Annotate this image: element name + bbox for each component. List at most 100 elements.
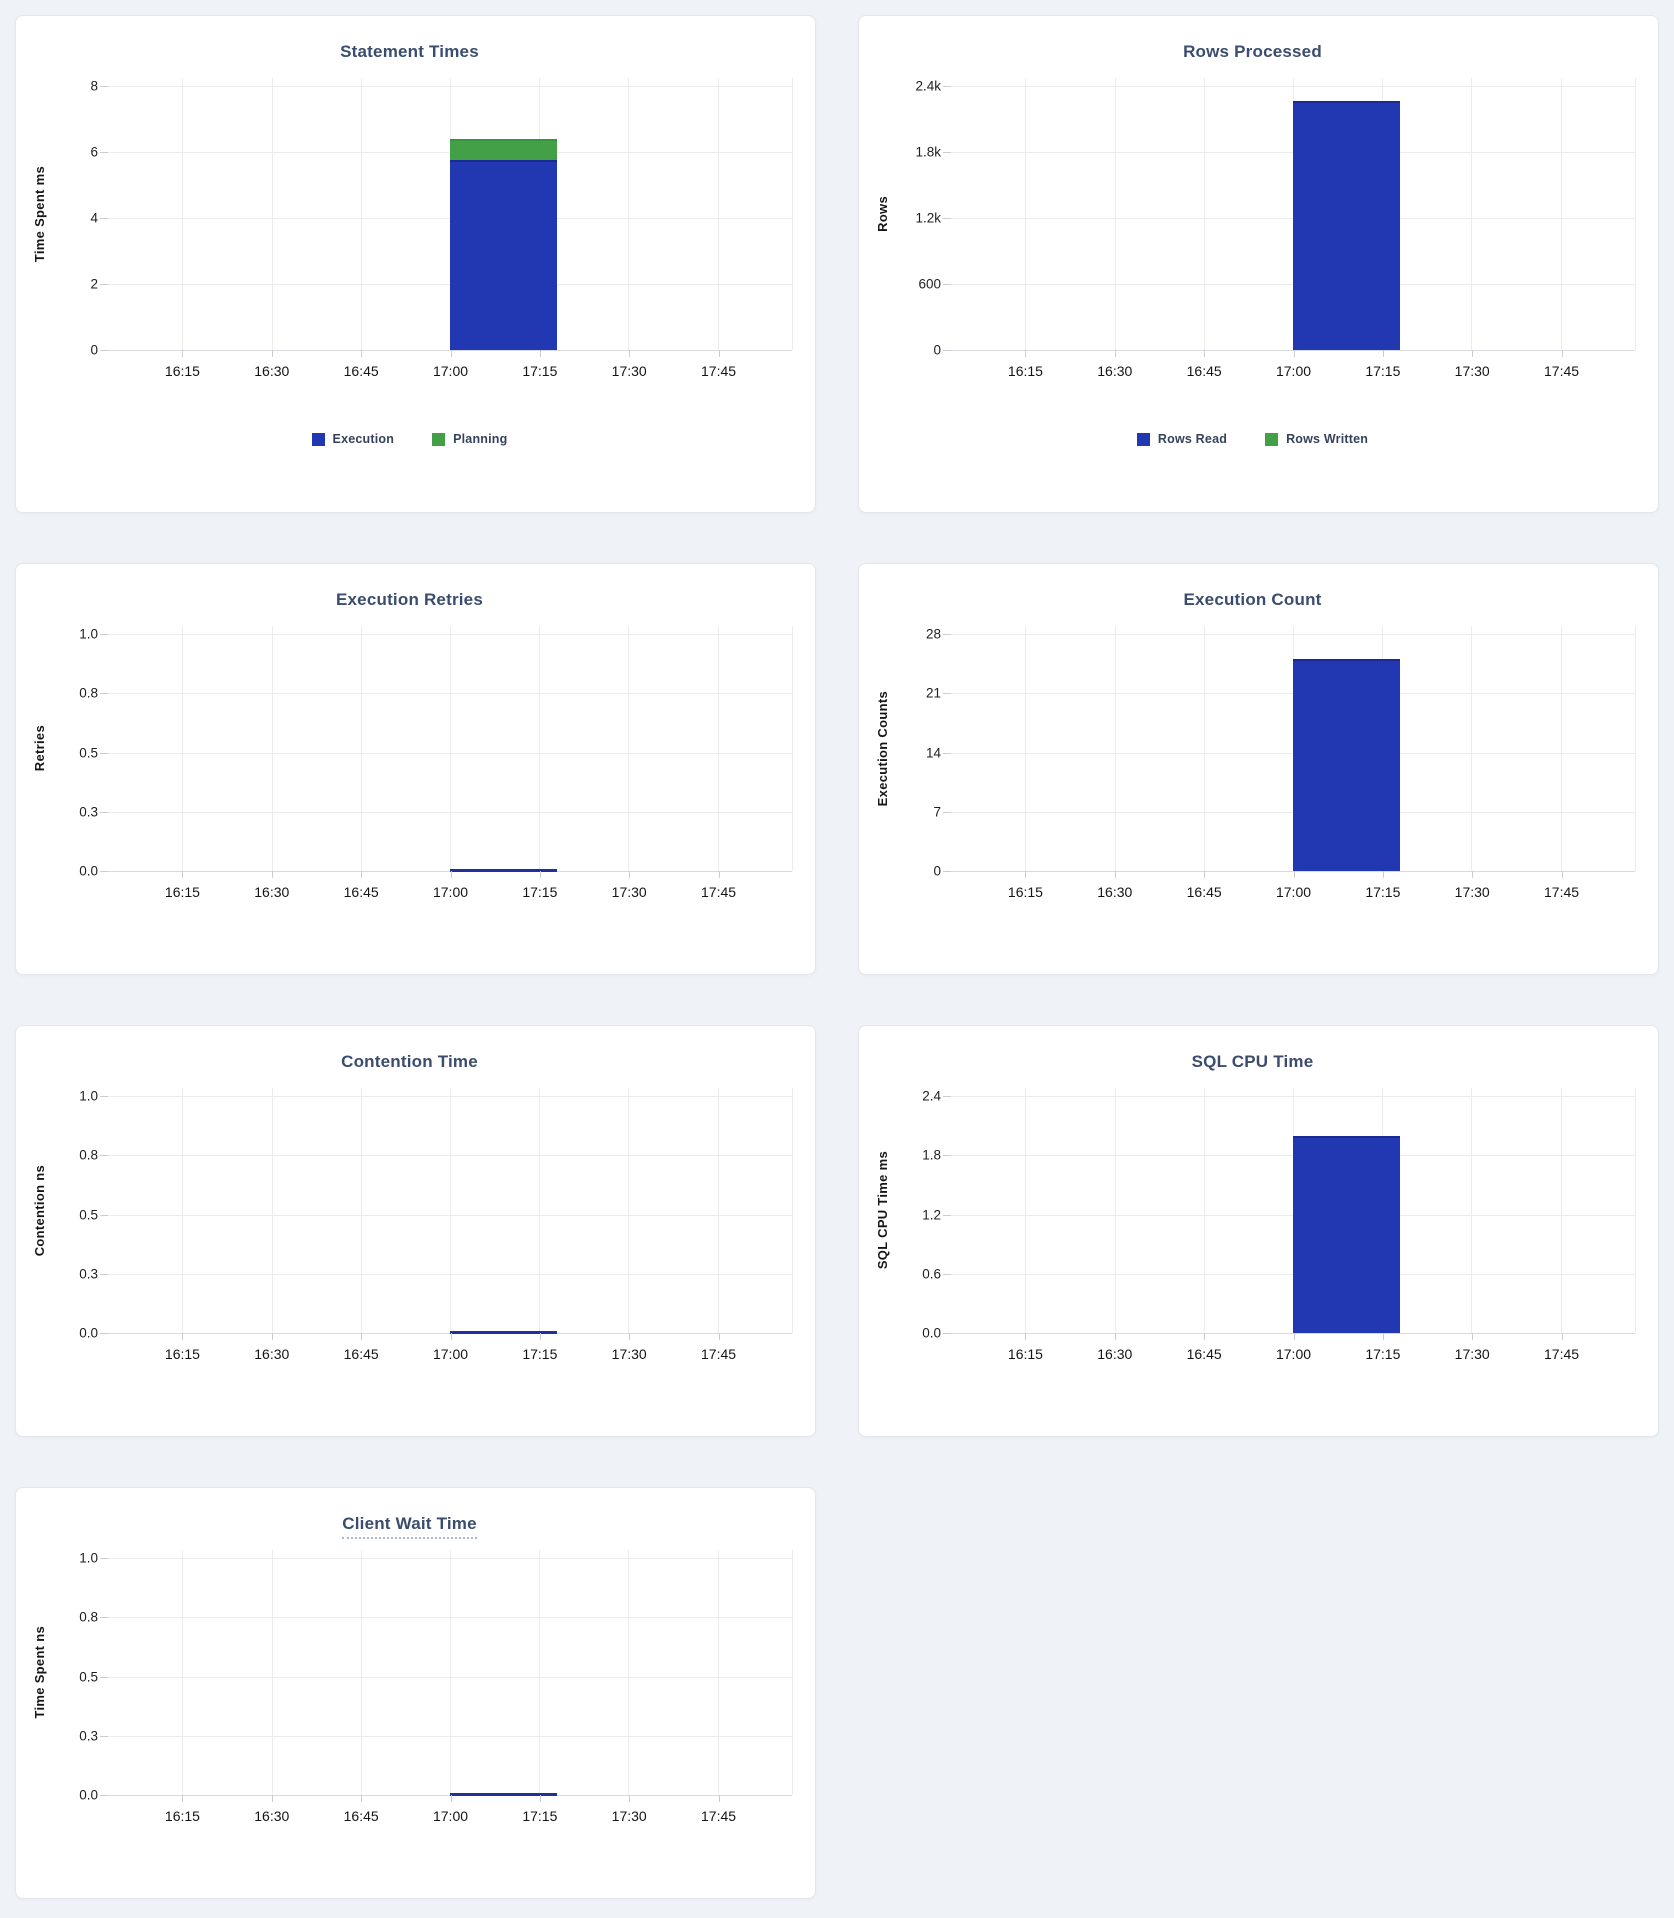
bar-segment-execution[interactable] <box>450 160 558 350</box>
legend-swatch-icon <box>1265 432 1279 446</box>
plot-wrap: 16:15 16:30 16:45 17:00 17:15 17:30 17:45 <box>100 1088 793 1375</box>
plot-area[interactable] <box>100 626 793 872</box>
chart-title-row: Contention Time <box>26 1052 793 1072</box>
y-tick-mark <box>100 1096 108 1097</box>
x-tick-mark <box>450 1333 452 1340</box>
x-tick-mark <box>1025 1333 1027 1340</box>
chart-body: Rows 2.4k 1.8k 1.2k 600 0 16:15 16:30 16:45 17:00… <box>869 78 1636 392</box>
legend-label: Rows Written <box>1286 432 1369 446</box>
x-tick-label: 17:15 <box>522 884 558 900</box>
legend-label: Rows Read <box>1157 432 1228 446</box>
x-tick-mark <box>1204 350 1206 357</box>
x-tick-label: 16:45 <box>1186 884 1222 900</box>
x-tick-mark <box>1382 871 1384 878</box>
plot-area[interactable] <box>100 1088 793 1334</box>
plot-area[interactable] <box>943 78 1636 351</box>
x-tick-mark <box>629 1333 631 1340</box>
y-axis-label-box: Time Spent ns <box>26 1550 52 1795</box>
y-axis-label-box: Rows <box>869 78 895 350</box>
y-tick-mark <box>100 350 108 351</box>
chart-title[interactable]: Client Wait Time <box>342 1514 477 1539</box>
bar-segment-rows-read[interactable] <box>1293 101 1401 350</box>
plot-wrap: 16:15 16:30 16:45 17:00 17:15 17:30 17:45 <box>100 78 793 392</box>
y-tick-label: 0.0 <box>79 1325 98 1341</box>
y-tick-label: 0 <box>90 342 98 358</box>
v-gridline <box>360 1088 362 1333</box>
x-tick-mark <box>361 350 363 357</box>
y-axis-ticks: 2.4 1.8 1.2 0.6 0.0 <box>895 1088 951 1341</box>
y-tick-mark <box>100 284 108 285</box>
x-tick-label: 16:30 <box>1097 1346 1133 1362</box>
x-tick-label: 16:30 <box>254 1808 290 1824</box>
x-tick-mark <box>718 1333 720 1340</box>
x-tick-label: 17:00 <box>432 1346 469 1362</box>
chart-title-row: SQL CPU Time <box>869 1052 1636 1072</box>
y-axis-ticks: 2.4k 1.8k 1.2k 600 0 <box>895 78 951 358</box>
bar-segment-planning[interactable] <box>450 138 558 161</box>
x-tick-mark <box>1561 871 1563 878</box>
v-gridline <box>1560 78 1562 350</box>
y-axis-label-box: Time Spent ms <box>26 78 52 350</box>
y-tick-mark <box>100 1617 108 1619</box>
x-tick-label: 17:15 <box>522 1346 558 1362</box>
y-tick-mark <box>100 752 108 754</box>
y-tick-label: 2 <box>90 276 98 292</box>
x-tick-mark <box>1382 1333 1384 1340</box>
h-gridline <box>951 871 1635 872</box>
x-tick-label: 17:30 <box>1454 363 1490 379</box>
x-tick-label: 16:45 <box>343 884 379 900</box>
y-tick-mark <box>943 152 951 153</box>
y-tick-label: 600 <box>918 276 941 292</box>
y-tick-label: 0.8 <box>79 1147 98 1163</box>
x-tick-label: 16:45 <box>1186 363 1222 379</box>
y-axis-label: Execution Counts <box>874 690 890 807</box>
y-tick-label: 2.4 <box>922 1088 941 1104</box>
y-axis-ticks: 1.0 0.8 0.5 0.3 0.0 <box>52 626 108 879</box>
chart-body: Time Spent ns 1.0 0.8 0.5 0.3 0.0 16:15 16:30 16… <box>26 1550 793 1837</box>
bar-segment[interactable] <box>1293 1135 1401 1333</box>
y-axis-label: Retries <box>31 725 47 772</box>
chart-panel-contention-time: Contention Time Contention ns 1.0 0.8 0.5 0.3… <box>15 1025 816 1437</box>
y-tick-mark <box>943 811 951 813</box>
x-tick-mark <box>718 871 720 878</box>
zero-value-line[interactable] <box>450 1793 558 1796</box>
x-tick-label: 16:15 <box>164 363 200 379</box>
legend: Execution Planning <box>26 432 793 446</box>
x-tick-mark <box>539 1333 541 1340</box>
y-tick-mark <box>100 152 108 153</box>
y-tick-mark <box>100 1155 108 1157</box>
x-tick-label: 17:00 <box>1275 1346 1312 1362</box>
x-tick-mark <box>182 1795 184 1802</box>
y-tick-mark <box>100 218 108 219</box>
plot-wrap: 16:15 16:30 16:45 17:00 17:15 17:30 17:45 <box>943 1088 1636 1375</box>
plot-area[interactable] <box>943 626 1636 872</box>
v-gridline <box>539 1550 541 1795</box>
y-axis-label: Rows <box>874 196 890 232</box>
x-tick-label: 17:00 <box>1275 363 1312 379</box>
plot-area[interactable] <box>100 78 793 351</box>
zero-value-line[interactable] <box>450 1331 558 1334</box>
x-tick-mark <box>361 1795 363 1802</box>
zero-value-line[interactable] <box>450 869 558 872</box>
plot-area[interactable] <box>943 1088 1636 1334</box>
legend: Rows Read Rows Written <box>869 432 1636 446</box>
v-gridline <box>539 1088 541 1333</box>
legend-label: Execution <box>332 432 395 446</box>
bar-segment[interactable] <box>1293 659 1401 871</box>
chart-panel-rows-processed: Rows Processed Rows 2.4k 1.8k 1.2k 600 0 16:15 1… <box>858 15 1659 513</box>
v-gridline <box>360 78 362 350</box>
plot-area[interactable] <box>100 1550 793 1796</box>
x-tick-mark <box>182 350 184 357</box>
y-tick-label: 1.0 <box>79 626 98 642</box>
x-tick-label: 16:15 <box>1007 363 1043 379</box>
y-tick-label: 1.2 <box>922 1207 941 1222</box>
chart-panel-execution-retries: Execution Retries Retries 1.0 0.8 0.5 0.3 0.0 1… <box>15 563 816 975</box>
x-tick-label: 16:30 <box>1097 884 1133 900</box>
v-gridline <box>182 78 184 350</box>
x-tick-mark <box>539 350 541 357</box>
legend-label: Planning <box>453 432 508 446</box>
x-tick-label: 17:15 <box>522 363 558 379</box>
v-gridline <box>717 1088 719 1333</box>
y-tick-label: 1.2k <box>915 210 941 226</box>
